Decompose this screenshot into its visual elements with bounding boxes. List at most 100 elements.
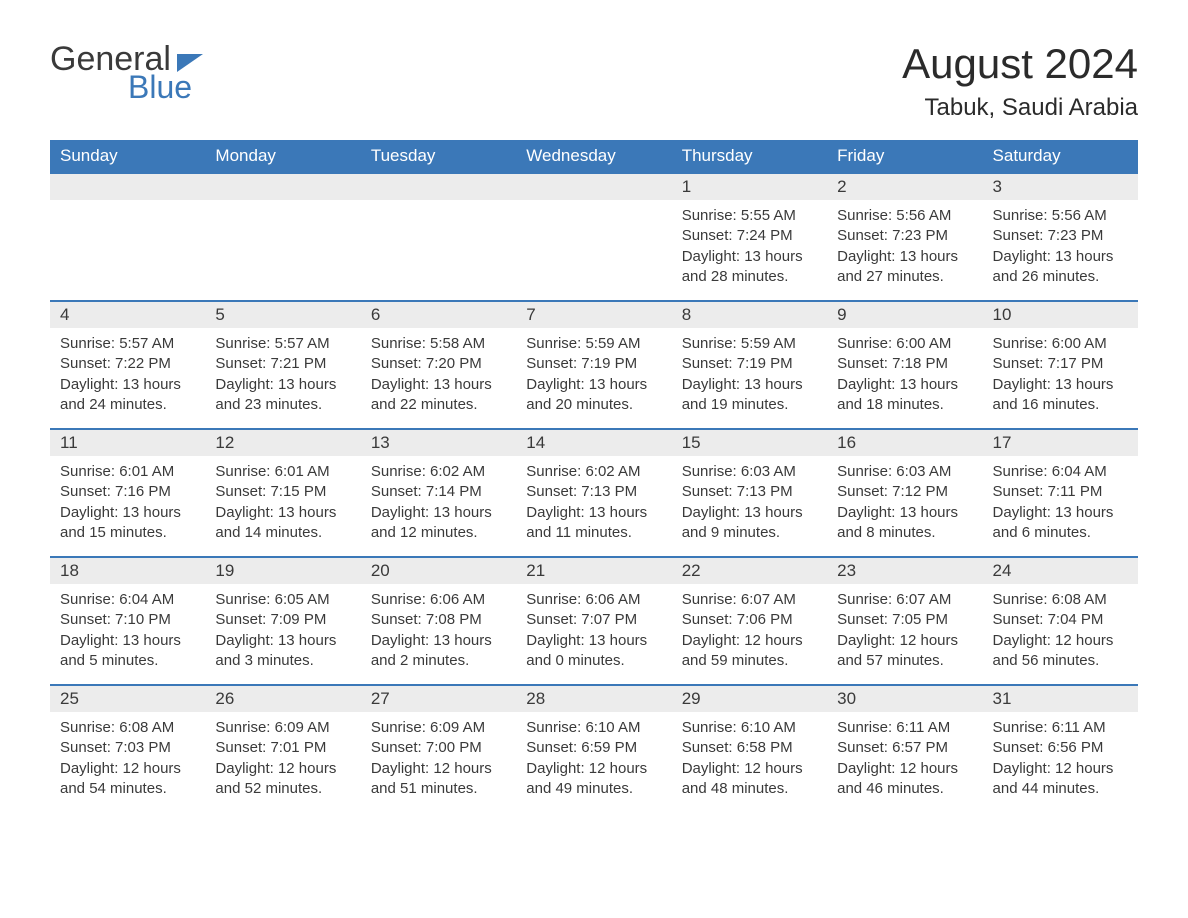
calendar-week-row: 11Sunrise: 6:01 AMSunset: 7:16 PMDayligh… [50, 429, 1138, 557]
logo-triangle-icon [177, 54, 203, 72]
day-number: 1 [672, 174, 827, 200]
calendar-day-cell: 4Sunrise: 5:57 AMSunset: 7:22 PMDaylight… [50, 301, 205, 429]
calendar-week-row: 4Sunrise: 5:57 AMSunset: 7:22 PMDaylight… [50, 301, 1138, 429]
day-number: 31 [983, 686, 1138, 712]
weekday-header: Tuesday [361, 140, 516, 173]
day-details: Sunrise: 6:02 AMSunset: 7:13 PMDaylight:… [516, 456, 671, 553]
day-details: Sunrise: 5:59 AMSunset: 7:19 PMDaylight:… [672, 328, 827, 425]
day-details: Sunrise: 6:11 AMSunset: 6:56 PMDaylight:… [983, 712, 1138, 809]
day-details: Sunrise: 6:10 AMSunset: 6:58 PMDaylight:… [672, 712, 827, 809]
day-number: 7 [516, 302, 671, 328]
calendar-day-cell: 14Sunrise: 6:02 AMSunset: 7:13 PMDayligh… [516, 429, 671, 557]
calendar-day-cell: 20Sunrise: 6:06 AMSunset: 7:08 PMDayligh… [361, 557, 516, 685]
day-details: Sunrise: 5:55 AMSunset: 7:24 PMDaylight:… [672, 200, 827, 297]
page-title: August 2024 [902, 40, 1138, 88]
day-number: 21 [516, 558, 671, 584]
day-details: Sunrise: 5:59 AMSunset: 7:19 PMDaylight:… [516, 328, 671, 425]
calendar-day-cell: 12Sunrise: 6:01 AMSunset: 7:15 PMDayligh… [205, 429, 360, 557]
calendar-day-cell: 21Sunrise: 6:06 AMSunset: 7:07 PMDayligh… [516, 557, 671, 685]
calendar-day-cell: 29Sunrise: 6:10 AMSunset: 6:58 PMDayligh… [672, 685, 827, 813]
logo: General Blue [50, 40, 203, 106]
day-number: 18 [50, 558, 205, 584]
day-details: Sunrise: 5:56 AMSunset: 7:23 PMDaylight:… [983, 200, 1138, 297]
calendar-day-cell: 27Sunrise: 6:09 AMSunset: 7:00 PMDayligh… [361, 685, 516, 813]
calendar-day-cell: 1Sunrise: 5:55 AMSunset: 7:24 PMDaylight… [672, 173, 827, 301]
weekday-header-row: SundayMondayTuesdayWednesdayThursdayFrid… [50, 140, 1138, 173]
day-details: Sunrise: 6:03 AMSunset: 7:12 PMDaylight:… [827, 456, 982, 553]
day-details: Sunrise: 6:11 AMSunset: 6:57 PMDaylight:… [827, 712, 982, 809]
day-number: 10 [983, 302, 1138, 328]
calendar-day-cell: 26Sunrise: 6:09 AMSunset: 7:01 PMDayligh… [205, 685, 360, 813]
calendar-day-cell: 10Sunrise: 6:00 AMSunset: 7:17 PMDayligh… [983, 301, 1138, 429]
day-details: Sunrise: 6:09 AMSunset: 7:00 PMDaylight:… [361, 712, 516, 809]
day-number: 27 [361, 686, 516, 712]
day-number: 19 [205, 558, 360, 584]
calendar-day-cell: 25Sunrise: 6:08 AMSunset: 7:03 PMDayligh… [50, 685, 205, 813]
calendar-day-cell: 31Sunrise: 6:11 AMSunset: 6:56 PMDayligh… [983, 685, 1138, 813]
day-number: 13 [361, 430, 516, 456]
day-details: Sunrise: 5:58 AMSunset: 7:20 PMDaylight:… [361, 328, 516, 425]
calendar-day-cell: 11Sunrise: 6:01 AMSunset: 7:16 PMDayligh… [50, 429, 205, 557]
day-details: Sunrise: 6:04 AMSunset: 7:11 PMDaylight:… [983, 456, 1138, 553]
day-details: Sunrise: 5:57 AMSunset: 7:22 PMDaylight:… [50, 328, 205, 425]
calendar-day-cell: 24Sunrise: 6:08 AMSunset: 7:04 PMDayligh… [983, 557, 1138, 685]
day-details: Sunrise: 6:06 AMSunset: 7:07 PMDaylight:… [516, 584, 671, 681]
calendar-day-cell: 5Sunrise: 5:57 AMSunset: 7:21 PMDaylight… [205, 301, 360, 429]
day-details: Sunrise: 6:01 AMSunset: 7:16 PMDaylight:… [50, 456, 205, 553]
calendar-day-cell: 3Sunrise: 5:56 AMSunset: 7:23 PMDaylight… [983, 173, 1138, 301]
day-details: Sunrise: 5:56 AMSunset: 7:23 PMDaylight:… [827, 200, 982, 297]
calendar-day-cell: 17Sunrise: 6:04 AMSunset: 7:11 PMDayligh… [983, 429, 1138, 557]
weekday-header: Sunday [50, 140, 205, 173]
day-number: 22 [672, 558, 827, 584]
calendar-day-cell: 2Sunrise: 5:56 AMSunset: 7:23 PMDaylight… [827, 173, 982, 301]
day-number: 29 [672, 686, 827, 712]
calendar-week-row: 25Sunrise: 6:08 AMSunset: 7:03 PMDayligh… [50, 685, 1138, 813]
day-number: 20 [361, 558, 516, 584]
day-number: 12 [205, 430, 360, 456]
day-details: Sunrise: 6:07 AMSunset: 7:05 PMDaylight:… [827, 584, 982, 681]
day-number: 11 [50, 430, 205, 456]
calendar-day-cell: 6Sunrise: 5:58 AMSunset: 7:20 PMDaylight… [361, 301, 516, 429]
day-number: 4 [50, 302, 205, 328]
calendar-day-cell: 13Sunrise: 6:02 AMSunset: 7:14 PMDayligh… [361, 429, 516, 557]
day-details: Sunrise: 6:10 AMSunset: 6:59 PMDaylight:… [516, 712, 671, 809]
day-number: 30 [827, 686, 982, 712]
calendar-day-cell: 22Sunrise: 6:07 AMSunset: 7:06 PMDayligh… [672, 557, 827, 685]
weekday-header: Saturday [983, 140, 1138, 173]
day-number: 14 [516, 430, 671, 456]
day-details: Sunrise: 6:03 AMSunset: 7:13 PMDaylight:… [672, 456, 827, 553]
day-number: 6 [361, 302, 516, 328]
calendar-day-cell [205, 173, 360, 301]
day-details: Sunrise: 6:04 AMSunset: 7:10 PMDaylight:… [50, 584, 205, 681]
day-number: 25 [50, 686, 205, 712]
day-number: 2 [827, 174, 982, 200]
day-number: 5 [205, 302, 360, 328]
day-number: 8 [672, 302, 827, 328]
weekday-header: Monday [205, 140, 360, 173]
calendar-day-cell: 9Sunrise: 6:00 AMSunset: 7:18 PMDaylight… [827, 301, 982, 429]
day-number: 24 [983, 558, 1138, 584]
calendar-day-cell [50, 173, 205, 301]
weekday-header: Thursday [672, 140, 827, 173]
day-number: 16 [827, 430, 982, 456]
calendar-day-cell [361, 173, 516, 301]
weekday-header: Friday [827, 140, 982, 173]
calendar-day-cell: 23Sunrise: 6:07 AMSunset: 7:05 PMDayligh… [827, 557, 982, 685]
calendar-day-cell: 28Sunrise: 6:10 AMSunset: 6:59 PMDayligh… [516, 685, 671, 813]
calendar-table: SundayMondayTuesdayWednesdayThursdayFrid… [50, 140, 1138, 813]
day-number: 9 [827, 302, 982, 328]
day-number: 23 [827, 558, 982, 584]
day-details: Sunrise: 6:08 AMSunset: 7:04 PMDaylight:… [983, 584, 1138, 681]
calendar-week-row: 1Sunrise: 5:55 AMSunset: 7:24 PMDaylight… [50, 173, 1138, 301]
day-details: Sunrise: 6:09 AMSunset: 7:01 PMDaylight:… [205, 712, 360, 809]
location-label: Tabuk, Saudi Arabia [902, 94, 1138, 122]
day-number: 15 [672, 430, 827, 456]
day-number: 17 [983, 430, 1138, 456]
calendar-day-cell: 16Sunrise: 6:03 AMSunset: 7:12 PMDayligh… [827, 429, 982, 557]
day-number: 3 [983, 174, 1138, 200]
calendar-day-cell: 18Sunrise: 6:04 AMSunset: 7:10 PMDayligh… [50, 557, 205, 685]
day-details: Sunrise: 6:08 AMSunset: 7:03 PMDaylight:… [50, 712, 205, 809]
calendar-day-cell: 30Sunrise: 6:11 AMSunset: 6:57 PMDayligh… [827, 685, 982, 813]
day-details: Sunrise: 6:00 AMSunset: 7:17 PMDaylight:… [983, 328, 1138, 425]
day-details: Sunrise: 6:06 AMSunset: 7:08 PMDaylight:… [361, 584, 516, 681]
